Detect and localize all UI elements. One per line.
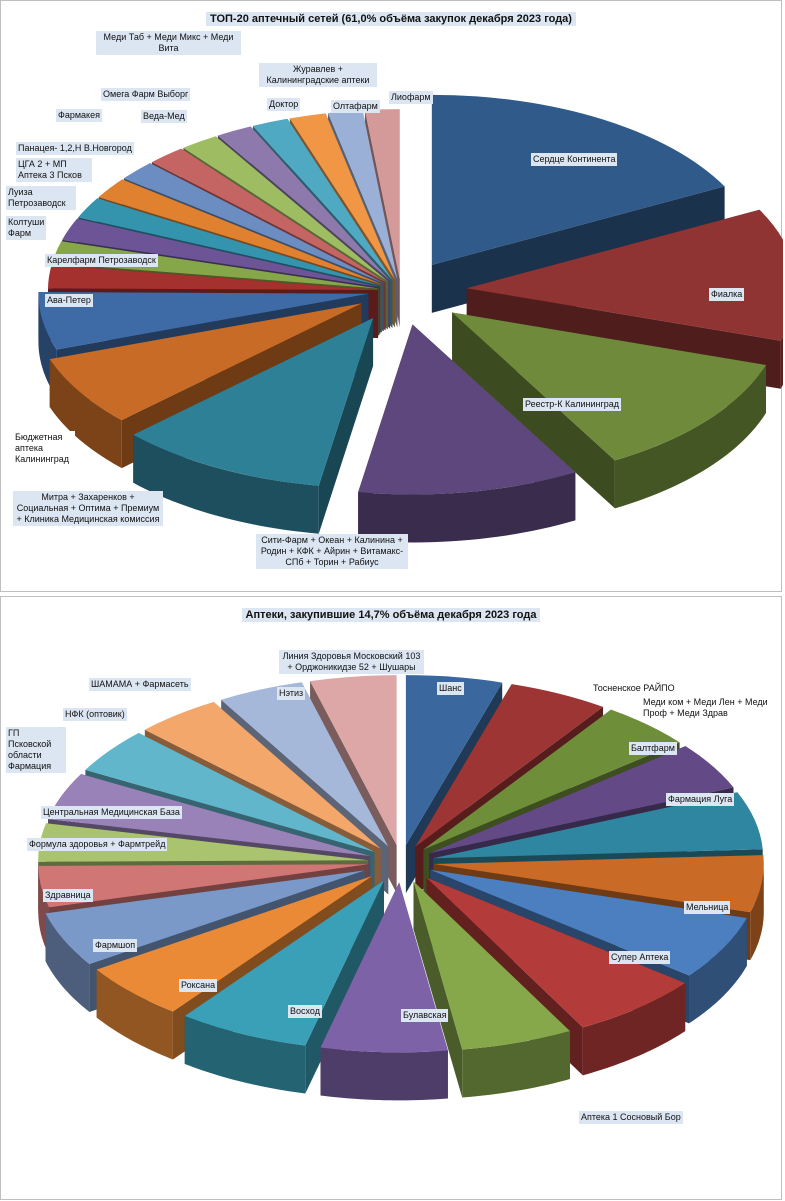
slice-label: Доктор <box>267 98 300 111</box>
slice-label: Нэтиз <box>277 687 305 700</box>
slice-label: Супер Аптека <box>609 951 670 964</box>
slice-label: Карелфарм Петрозаводск <box>45 254 158 267</box>
slice-label: Луиза Петрозаводск <box>6 186 76 210</box>
slice-label: Формула здоровья + Фармтрейд <box>27 838 167 851</box>
slice-label: Веда-Мед <box>141 110 187 123</box>
slice-label: ГП Псковской области Фармация <box>6 727 66 773</box>
slice-label: Омега Фарм Выборг <box>101 88 190 101</box>
slice-label: Журавлев + Калининградские аптеки <box>259 63 377 87</box>
slice-label: Меди Таб + Меди Микс + Меди Вита <box>96 31 241 55</box>
slice-label: Аптека 1 Сосновый Бор <box>579 1111 683 1124</box>
slice-label: Сити-Фарм + Океан + Калинина + Родин + К… <box>256 534 408 569</box>
slice-label: ЦГА 2 + МП Аптека 3 Псков <box>16 158 92 182</box>
slice-label: Колтуши Фарм <box>6 216 46 240</box>
slice-label: Сердце Континента <box>531 153 617 166</box>
slice-label: Шанс <box>437 682 464 695</box>
slice-label: Восход <box>288 1005 322 1018</box>
slice-label: Панацея- 1,2,Н В.Новгород <box>16 142 134 155</box>
slice-label: Лиофарм <box>389 91 433 104</box>
slice-label: Олтафарм <box>331 100 380 113</box>
slice-label: Фиалка <box>709 288 744 301</box>
slice-label: Фармакея <box>56 109 102 122</box>
slice-label: Балтфарм <box>629 742 677 755</box>
slice-label: НФК (оптовик) <box>63 708 127 721</box>
slice-label: Роксана <box>179 979 217 992</box>
slice-label: Мельница <box>684 901 730 914</box>
slice-label: Тосненское РАЙПО <box>591 682 677 695</box>
slice-label: Линия Здоровья Московский 103 + Орджоник… <box>279 650 424 674</box>
slice-label: Фармация Луга <box>666 793 734 806</box>
slice-label: ШАМАМА + Фармасеть <box>89 678 191 691</box>
slice-label: Бюджетная аптека Калининград <box>13 431 75 466</box>
slice-label: Митра + Захаренков + Социальная + Оптима… <box>13 491 163 526</box>
slice-label: Реестр-К Калининград <box>523 398 621 411</box>
slice-label: Меди ком + Меди Лен + Меди Проф + Меди З… <box>641 696 781 720</box>
slice-label: Здравница <box>43 889 93 902</box>
slice-label: Булавская <box>401 1009 448 1022</box>
slice-label: Ава-Петер <box>45 294 93 307</box>
slice-label: Центральная Медицинская База <box>41 806 182 819</box>
chart-panel-bottom: Аптеки, закупившие 14,7% объёма декабря … <box>0 596 782 1200</box>
slice-label: Фармшоп <box>93 939 137 952</box>
chart-panel-top: ТОП-20 аптечный сетей (61,0% объёма заку… <box>0 0 782 592</box>
